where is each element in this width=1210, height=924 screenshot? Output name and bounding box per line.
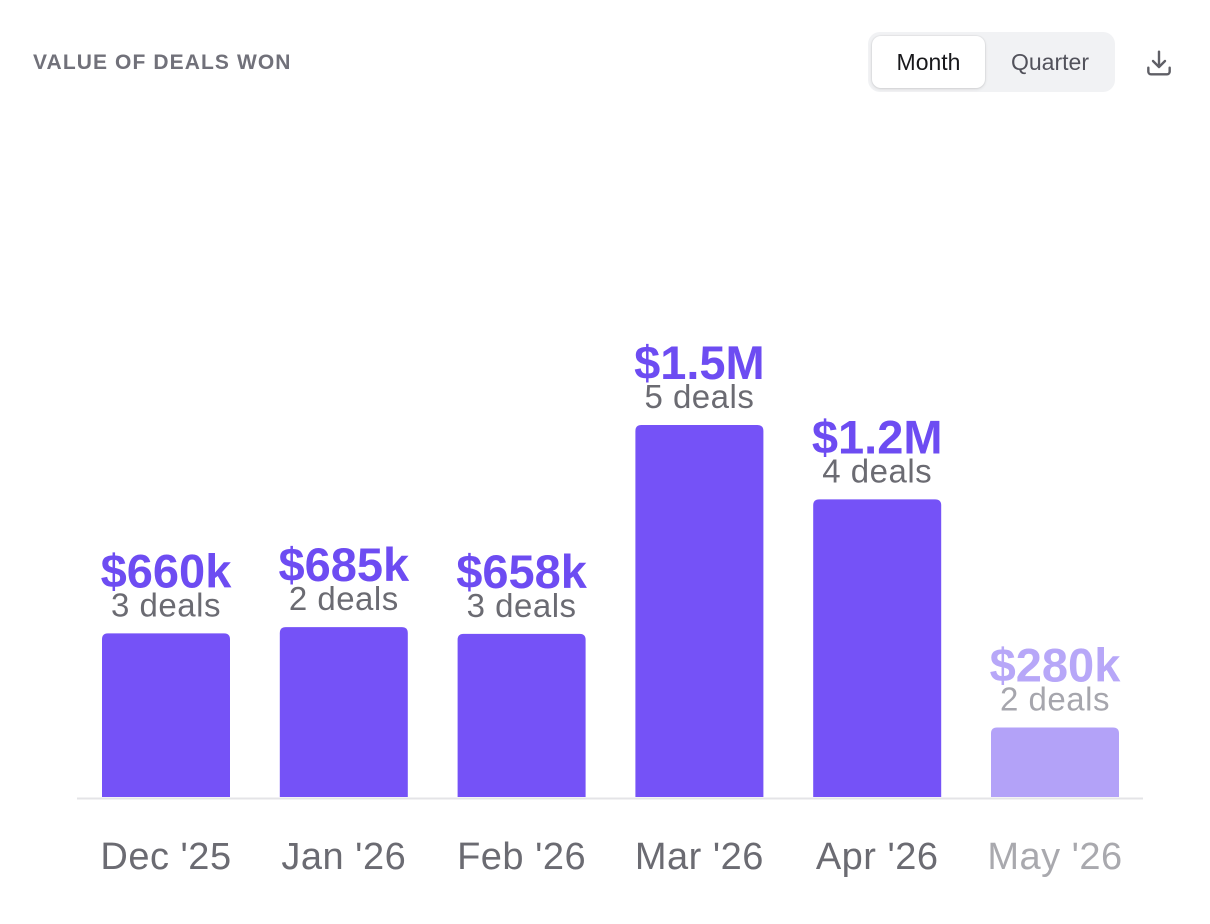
bar-value-label: $660k [101,544,233,597]
bar-deals-label: 4 deals [822,452,932,489]
x-tick-label: Jan '26 [281,836,406,878]
period-toggle: Month Quarter [868,32,1115,92]
bar[interactable] [102,633,230,797]
bar-deals-label: 2 deals [289,580,399,617]
bar-deals-label: 5 deals [644,378,754,415]
bar-value-label: $1.5M [634,336,765,389]
x-tick-label: Feb '26 [457,836,586,878]
bar-value-label: $1.2M [812,410,943,463]
bar-value-label: $280k [990,639,1122,692]
bar[interactable] [991,727,1119,797]
download-button[interactable] [1140,44,1178,82]
bar-deals-label: 2 deals [1000,681,1110,718]
x-tick-label: May '26 [987,836,1122,878]
x-tick-label: Apr '26 [816,836,939,878]
x-tick-label: Dec '25 [100,836,231,878]
bar[interactable] [457,633,586,797]
quarter-toggle-button[interactable]: Quarter [1011,48,1089,75]
download-icon [1147,50,1171,76]
month-toggle-button[interactable]: Month [872,36,985,88]
bar[interactable] [279,627,408,797]
bar[interactable] [635,425,764,797]
bar[interactable] [813,499,942,797]
bar-deals-label: 3 deals [467,587,577,624]
bar-value-label: $685k [278,538,410,591]
bar-deals-label: 3 deals [111,586,221,623]
chart-title: VALUE OF DEALS WON [33,51,292,74]
x-tick-label: Mar '26 [635,836,764,878]
bar-value-label: $658k [456,545,588,598]
